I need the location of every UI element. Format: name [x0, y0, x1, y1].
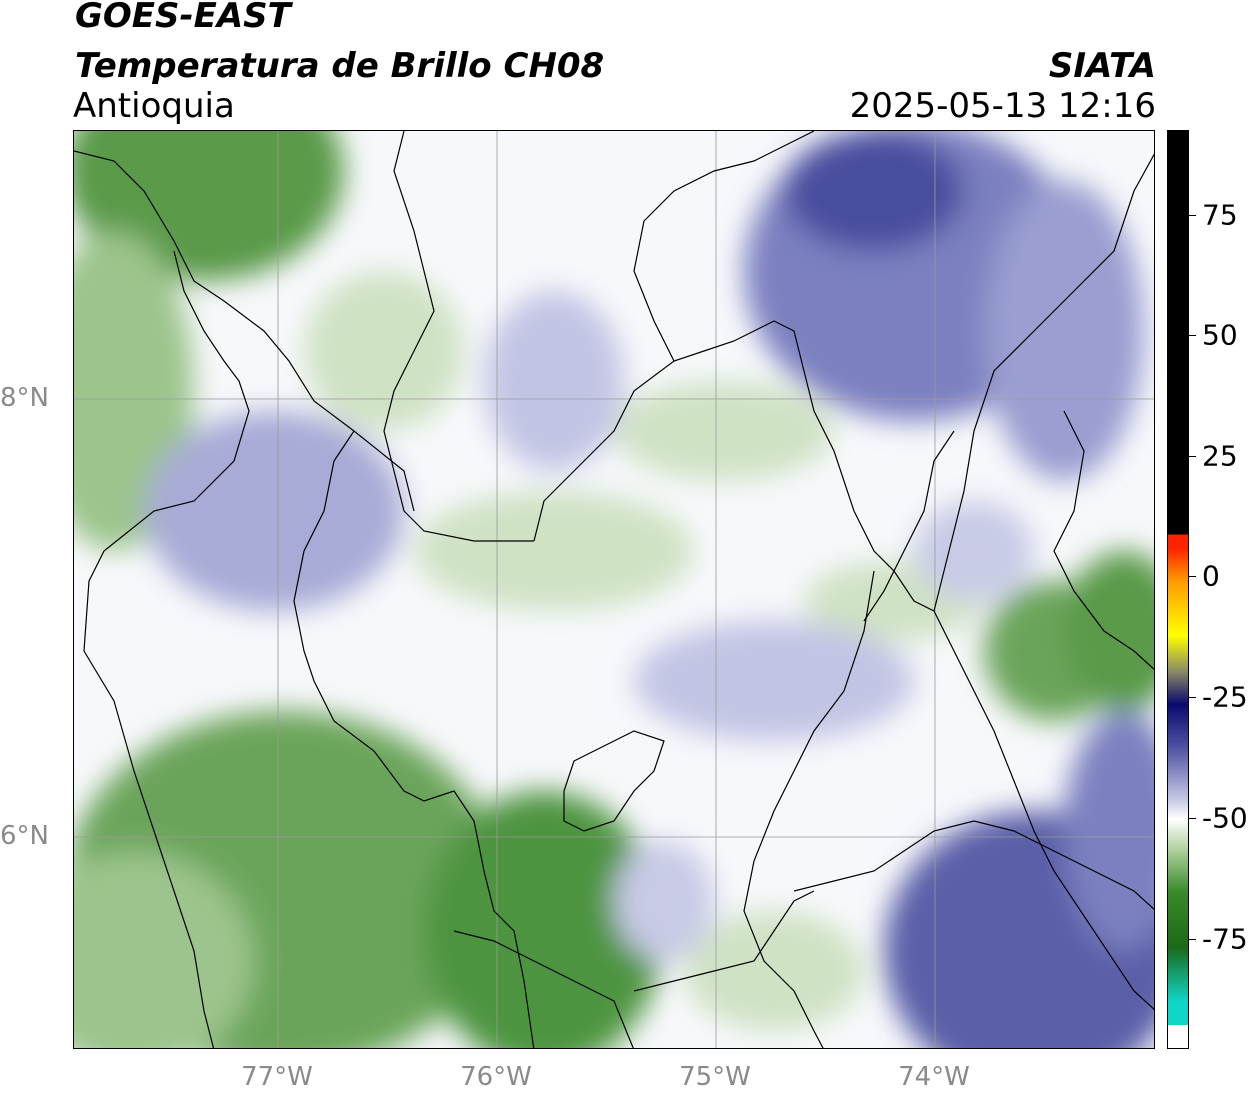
colorbar-label-25: 25 [1202, 439, 1238, 473]
satellite-map [73, 130, 1155, 1049]
colorbar-label-0: 0 [1202, 559, 1220, 593]
temperature-field [74, 131, 1154, 1048]
x-tick-77w: 77°W [241, 1062, 313, 1092]
graticule [74, 131, 1154, 1048]
boundaries [74, 131, 1154, 1048]
x-tick-74w: 74°W [898, 1062, 970, 1092]
colorbar-tick [1189, 939, 1196, 940]
satellite-title: GOES-EAST [75, 0, 291, 36]
x-tick-76w: 76°W [460, 1062, 532, 1092]
colorbar-label-minus-50: -50 [1202, 801, 1248, 835]
colorbar-label-minus-25: -25 [1202, 680, 1248, 714]
product-title: Temperatura de Brillo CH08 [75, 46, 605, 86]
colorbar-label-minus-75: -75 [1202, 922, 1248, 956]
colorbar-tick [1189, 456, 1196, 457]
x-tick-75w: 75°W [679, 1062, 751, 1092]
colorbar [1167, 130, 1189, 1049]
colorbar-tick [1189, 215, 1196, 216]
colorbar-label-50: 50 [1202, 318, 1238, 352]
y-tick-8n: 8°N [0, 383, 49, 413]
colorbar-tick [1189, 697, 1196, 698]
y-tick-6n: 6°N [0, 821, 49, 851]
colorbar-label-75: 75 [1202, 198, 1238, 232]
region-label: Antioquia [73, 86, 235, 126]
colorbar-tick [1189, 335, 1196, 336]
colorbar-tick [1189, 818, 1196, 819]
colorbar-tick [1189, 576, 1196, 577]
map-canvas [74, 131, 1154, 1048]
timestamp-label: 2025-05-13 12:16 [849, 86, 1156, 126]
organization-label: SIATA [1048, 46, 1156, 86]
